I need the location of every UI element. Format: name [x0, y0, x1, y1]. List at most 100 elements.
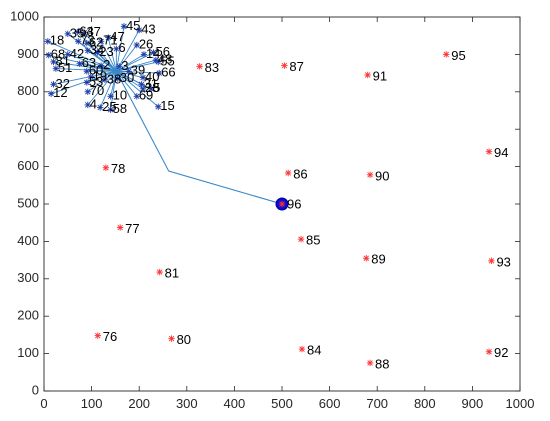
label-84: 84 [307, 343, 321, 358]
point-45-d2 [121, 23, 127, 30]
label-88: 88 [375, 356, 389, 371]
edge-55 [116, 61, 159, 72]
sink-label: 96 [287, 196, 301, 211]
point-23 [94, 49, 101, 56]
point-19 [87, 73, 94, 81]
label-87: 87 [289, 59, 303, 74]
point-40 [139, 74, 147, 81]
edge-32 [53, 70, 117, 85]
edge-56 [116, 52, 154, 72]
point-31 [138, 81, 145, 88]
y-tick-label-0: 0 [32, 382, 39, 397]
point-51 [52, 65, 60, 72]
label-10: 10 [113, 88, 127, 103]
point-83 [196, 63, 203, 70]
point-84-d2 [299, 346, 305, 352]
label-68: 68 [51, 47, 65, 62]
point-64-d2 [74, 29, 81, 35]
edge-37 [84, 32, 117, 72]
x-tick-label-600: 600 [319, 396, 341, 411]
point-70 [84, 88, 91, 95]
sink-star [278, 200, 286, 208]
label-26: 26 [139, 36, 153, 51]
edge-5 [116, 70, 152, 90]
label-56: 56 [155, 44, 169, 59]
y-tick-label-200: 200 [17, 308, 39, 323]
label-60: 60 [89, 63, 103, 78]
point-66 [155, 69, 163, 77]
edge-81 [53, 61, 117, 72]
point-95-d2 [443, 51, 449, 58]
point-42 [64, 51, 71, 58]
label-3: 3 [121, 58, 128, 73]
point-94 [485, 148, 493, 155]
edge-43 [115, 29, 140, 72]
label-55: 55 [160, 53, 174, 68]
y-tick-label-900: 900 [17, 46, 39, 61]
edge-2 [100, 65, 117, 72]
point-70-d2 [85, 89, 91, 95]
y-tick-label-300: 300 [17, 270, 39, 285]
point-90-d2 [367, 172, 373, 178]
label-51: 51 [58, 60, 72, 75]
route-to-sink [115, 70, 283, 205]
label-62: 62 [89, 35, 103, 50]
label-28: 28 [145, 80, 159, 95]
x-tick-label-300: 300 [176, 396, 198, 411]
point-55-d2 [155, 59, 161, 65]
label-45: 45 [126, 18, 140, 33]
point-35 [64, 30, 71, 38]
point-4 [84, 101, 91, 109]
label-18: 18 [50, 33, 64, 48]
point-6-d2 [113, 46, 120, 52]
point-81-d2 [156, 269, 163, 275]
point-18 [44, 38, 52, 45]
label-48: 48 [158, 51, 172, 66]
point-85 [297, 235, 305, 243]
point-28 [139, 85, 147, 93]
label-5: 5 [153, 80, 160, 95]
point-73 [75, 38, 82, 45]
x-tick-label-400: 400 [224, 396, 246, 411]
edge-40 [116, 70, 144, 79]
label-81: 81 [56, 53, 70, 68]
point-43 [136, 26, 143, 34]
label-15: 15 [160, 98, 174, 113]
point-87 [281, 62, 288, 69]
point-31-d2 [138, 81, 145, 88]
point-68 [45, 51, 52, 59]
label-19: 19 [93, 68, 107, 83]
edge-34 [87, 50, 117, 72]
point-34 [84, 47, 91, 54]
point-14 [140, 51, 148, 58]
point-37-d2 [81, 29, 88, 36]
x-tick-label-100: 100 [81, 396, 103, 411]
y-tick-label-600: 600 [17, 158, 39, 173]
point-15-d2 [155, 104, 161, 110]
point-28-d2 [140, 86, 146, 92]
point-37 [81, 29, 88, 36]
y-tick-label-700: 700 [17, 121, 39, 136]
sink-star-d2 [279, 201, 285, 207]
point-78-d2 [103, 165, 109, 171]
point-66-d2 [156, 70, 162, 76]
point-89-d2 [363, 255, 369, 261]
point-85-d2 [298, 236, 304, 242]
point-93-d2 [488, 258, 495, 264]
label-70: 70 [90, 83, 104, 98]
label-31: 31 [144, 76, 158, 91]
point-81 [156, 268, 163, 276]
label-83: 83 [205, 60, 219, 75]
edges-layer [47, 26, 283, 205]
point-62-d2 [84, 40, 90, 46]
point-68-d2 [46, 52, 52, 58]
label-2: 2 [103, 57, 110, 72]
edge-28 [116, 70, 144, 90]
label-92: 92 [494, 345, 508, 360]
label-25: 25 [102, 99, 116, 114]
point-92-d2 [486, 349, 492, 355]
point-18-d2 [45, 38, 51, 45]
point-92 [485, 348, 493, 355]
label-43: 43 [141, 22, 155, 37]
point-47 [105, 34, 112, 41]
